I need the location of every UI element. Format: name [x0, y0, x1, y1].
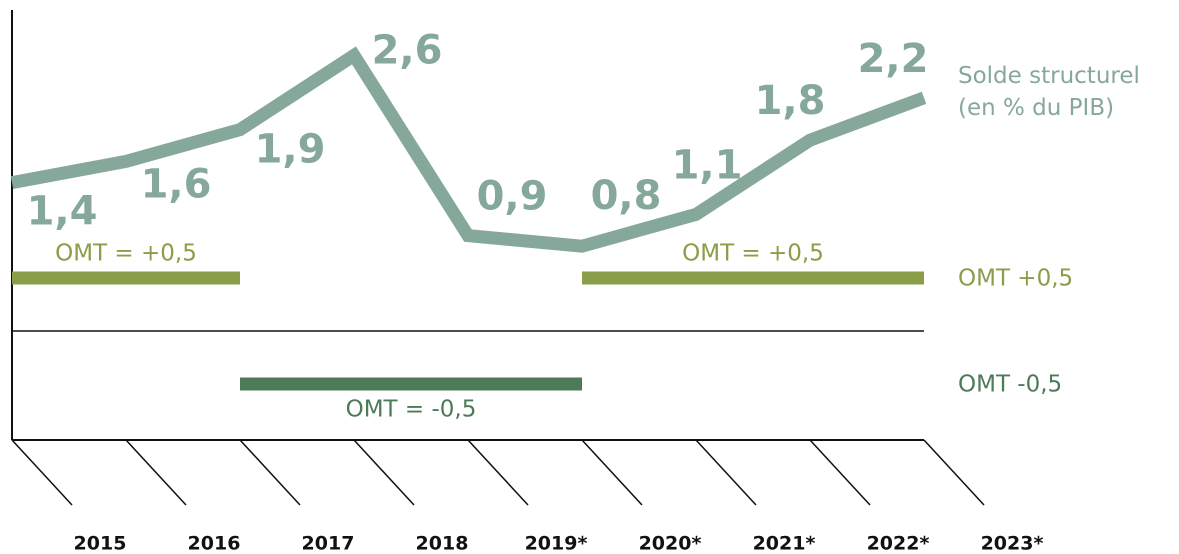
x-tick: [809, 439, 871, 506]
x-tick-label: 2019*: [525, 533, 588, 554]
data-label: 1,6: [141, 161, 212, 207]
reference-segment-label: OMT = +0,5: [55, 241, 197, 267]
x-tick-label: 2020*: [639, 533, 702, 554]
data-label: 1,1: [672, 142, 743, 188]
x-tick-label: 2022*: [867, 533, 930, 554]
x-tick: [11, 439, 73, 506]
reference-label: OMT +0,5: [958, 266, 1073, 292]
data-label: 1,4: [27, 189, 98, 235]
data-label: 0,9: [477, 174, 548, 220]
data-label: 2,6: [372, 27, 443, 73]
reference-label: OMT -0,5: [958, 372, 1062, 398]
x-tick-label: 2021*: [753, 533, 816, 554]
data-label: 1,8: [755, 78, 826, 124]
x-tick: [239, 439, 301, 506]
x-tick: [581, 439, 643, 506]
reference-segment-label: OMT = +0,5: [682, 241, 824, 267]
x-tick: [923, 439, 985, 506]
x-tick-label: 2023*: [981, 533, 1044, 554]
x-tick-label: 2018: [416, 533, 469, 554]
data-line: [10, 46, 927, 253]
data-label: 1,9: [255, 127, 326, 173]
x-tick: [353, 439, 415, 506]
data-label: 0,8: [591, 173, 662, 219]
x-tick-label: 2015: [74, 533, 127, 554]
x-tick: [467, 439, 529, 506]
x-tick: [695, 439, 757, 506]
x-tick: [125, 439, 187, 506]
x-tick-label: 2016: [188, 533, 241, 554]
reference-segment-label: OMT = -0,5: [346, 397, 477, 423]
legend-label: Solde structurel (en % du PIB): [958, 63, 1140, 121]
x-tick-label: 2017: [302, 533, 355, 554]
data-label: 2,2: [858, 36, 929, 82]
